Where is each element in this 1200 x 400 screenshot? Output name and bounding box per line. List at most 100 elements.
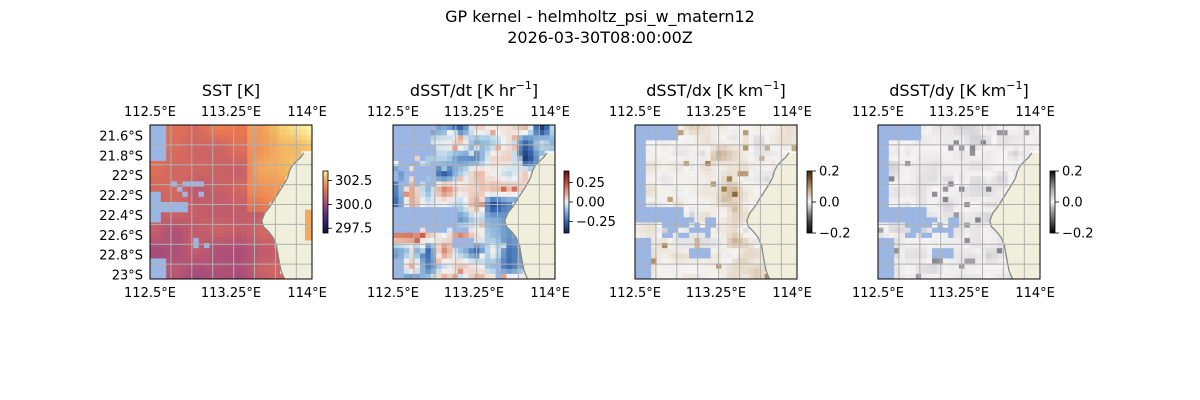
heatmap-cell [1002, 186, 1009, 193]
heatmap-cell [667, 227, 674, 234]
heatmap-cell [969, 145, 976, 152]
heatmap-cell [672, 140, 679, 147]
heatmap-cell [479, 253, 486, 260]
heatmap-cell [699, 160, 706, 167]
heatmap-cell [182, 237, 189, 244]
heatmap-cell [393, 176, 399, 183]
heatmap-cell [403, 176, 410, 183]
heatmap-cell [398, 186, 405, 193]
heatmap-cell [678, 166, 685, 172]
heatmap-cell [635, 140, 641, 147]
heatmap-cell [398, 212, 405, 218]
heatmap-cell [883, 268, 890, 275]
heatmap-cell [409, 222, 416, 229]
heatmap-cell [268, 155, 275, 162]
heatmap-cell [894, 145, 901, 152]
heatmap-cell [528, 160, 534, 167]
heatmap-cell [1007, 150, 1014, 157]
heatmap-cell [204, 258, 210, 265]
heatmap-cell [252, 176, 259, 183]
heatmap-cell [214, 243, 221, 249]
heatmap-cell [942, 130, 949, 136]
heatmap-cell [699, 227, 706, 234]
heatmap-cell [921, 227, 928, 234]
heatmap-cell [187, 212, 194, 218]
heatmap-cell [420, 166, 426, 172]
heatmap-cell [753, 150, 760, 157]
heatmap-cell [878, 150, 884, 157]
heatmap-cell [544, 145, 551, 152]
heatmap-cell [689, 227, 695, 234]
heatmap-cell [899, 232, 906, 239]
heatmap-cell [495, 130, 502, 136]
heatmap-cell [398, 237, 405, 244]
heatmap-cell [220, 125, 227, 131]
heatmap-cell [214, 155, 221, 162]
heatmap-cell [166, 171, 173, 177]
heatmap-cell [490, 258, 497, 265]
heatmap-cell [177, 258, 183, 265]
heatmap-cell [635, 135, 641, 141]
heatmap-cell [517, 253, 524, 260]
heatmap-cell [479, 191, 486, 198]
heatmap-cell [726, 166, 733, 172]
heatmap-cell [398, 263, 405, 270]
heatmap-cell [187, 258, 194, 265]
heatmap-cell [743, 166, 749, 172]
heatmap-cell [980, 155, 987, 162]
heatmap-cell [403, 263, 410, 270]
heatmap-cell [678, 191, 685, 198]
heatmap-cell [753, 237, 760, 244]
heatmap-cell [753, 171, 760, 177]
heatmap-cell [166, 258, 173, 265]
heatmap-cell [699, 237, 706, 244]
heatmap-cell [775, 155, 782, 162]
heatmap-cell [883, 130, 890, 136]
heatmap-cell [942, 166, 949, 172]
heatmap-cell [441, 243, 448, 249]
heatmap-cell [409, 248, 416, 254]
heatmap-cell [980, 145, 987, 152]
heatmap-cell [436, 263, 443, 270]
heatmap-cell [263, 160, 270, 167]
heatmap-cell [171, 130, 178, 136]
x-tick-label-bottom: 114°E [530, 286, 570, 301]
heatmap-cell [468, 207, 475, 213]
heatmap-cell [640, 243, 647, 249]
heatmap-cell [225, 258, 232, 265]
heatmap-cell [667, 191, 674, 198]
heatmap-cell [667, 166, 674, 172]
heatmap-cell [975, 140, 982, 147]
heatmap-cell [479, 237, 486, 244]
heatmap-cell [986, 130, 992, 136]
heatmap-cell [263, 232, 270, 239]
x-tick-label-bottom: 113.25°E [201, 286, 261, 301]
heatmap-cell [241, 191, 248, 198]
heatmap-cell [710, 186, 717, 193]
heatmap-cell [457, 135, 464, 141]
heatmap-cell [926, 160, 933, 167]
heatmap-cell [187, 150, 194, 157]
heatmap-cell [640, 273, 647, 279]
heatmap-cell [484, 263, 491, 270]
heatmap-cell [177, 145, 183, 152]
heatmap-cell [683, 145, 690, 152]
heatmap-cell [705, 130, 712, 136]
heatmap-cell [888, 222, 895, 229]
heatmap-cell [743, 160, 749, 167]
heatmap-cell [430, 212, 437, 218]
heatmap-cell [457, 207, 464, 213]
heatmap-cell [948, 140, 955, 147]
heatmap-cell [263, 171, 270, 177]
heatmap-cell [457, 212, 464, 218]
heatmap-cell [748, 135, 755, 141]
heatmap-cell [996, 130, 1003, 136]
heatmap-cell [166, 243, 173, 249]
heatmap-cell [759, 253, 766, 260]
heatmap-cell [926, 186, 933, 193]
heatmap-cell [258, 207, 264, 213]
heatmap-cell [501, 171, 507, 177]
heatmap-cell [737, 171, 744, 177]
heatmap-cell [932, 273, 938, 279]
heatmap-cell [667, 212, 674, 218]
